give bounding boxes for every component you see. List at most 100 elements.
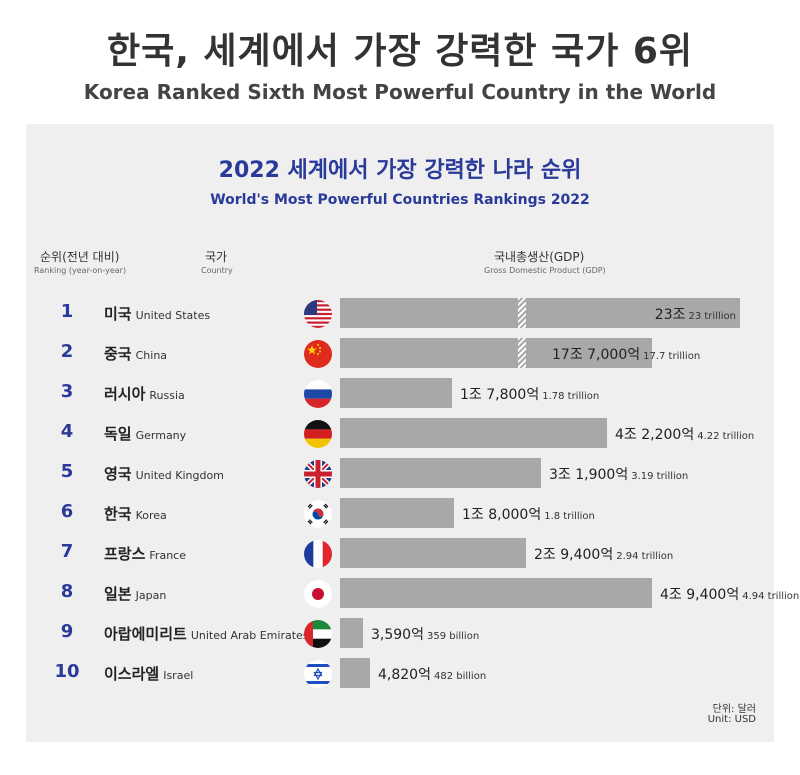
rank-number: 7 <box>60 541 74 562</box>
value-label-en: 1.78 trillion <box>542 391 600 402</box>
unit-label-en: Unit: USD <box>707 714 756 725</box>
gdp-bar <box>340 578 652 608</box>
axis-break-mark <box>518 338 526 368</box>
value-label-ko: 23조 <box>654 307 686 323</box>
country-name-en: Korea <box>135 509 167 522</box>
value-label: 23조 23 trillion <box>655 304 736 324</box>
value-label-ko: 3조 1,900억 <box>549 467 629 483</box>
value-label: 4조 9,400억 4.94 trillion <box>660 584 799 604</box>
france-flag-icon <box>304 540 332 568</box>
value-label-en: 17.7 trillion <box>643 351 701 362</box>
russia-flag-icon <box>304 380 332 408</box>
gdp-bar <box>340 378 452 408</box>
value-label-en: 4.22 trillion <box>697 431 755 442</box>
rank-number: 2 <box>60 341 74 362</box>
country-name: 아랍에미리트 United Arab Emirates <box>104 623 309 644</box>
country-name-en: Germany <box>135 429 187 442</box>
country-name: 프랑스 France <box>104 543 186 564</box>
gdp-bar <box>340 298 740 328</box>
value-label: 4,820억 482 billion <box>378 664 486 684</box>
country-name-ko: 이스라엘 <box>104 665 160 683</box>
value-label-ko: 4,820억 <box>378 667 431 683</box>
country-name-ko: 독일 <box>104 425 132 443</box>
rank-number: 6 <box>60 501 74 522</box>
country-name-en: China <box>135 349 168 362</box>
gdp-bar <box>340 418 607 448</box>
chart-title: 2022 세계에서 가장 강력한 나라 순위 <box>218 158 582 183</box>
country-name: 러시아 Russia <box>104 383 185 404</box>
unit-label: 단위: 달러 <box>712 704 756 715</box>
value-label-en: 4.94 trillion <box>742 591 800 602</box>
china-flag-icon <box>304 340 332 368</box>
rank-header-en: Ranking (year-on-year) <box>34 266 127 275</box>
value-label: 17조 7,000억 17.7 trillion <box>552 344 700 364</box>
value-label-en: 23 trillion <box>688 311 736 322</box>
value-label-en: 3.19 trillion <box>631 471 689 482</box>
country-name-ko: 아랍에미리트 <box>104 625 187 643</box>
country-name-ko: 중국 <box>104 345 132 363</box>
israel-flag-icon <box>304 660 332 688</box>
gdp-header-en: Gross Domestic Product (GDP) <box>484 266 606 275</box>
value-label-ko: 4조 9,400억 <box>660 587 740 603</box>
country-name: 중국 China <box>104 343 167 364</box>
gdp-bar <box>340 458 541 488</box>
country-name-en: United Arab Emirates <box>190 629 309 642</box>
germany-flag-icon <box>304 420 332 448</box>
country-name-en: France <box>149 549 186 562</box>
country-name-en: United Kingdom <box>135 469 224 482</box>
country-name: 미국 United States <box>104 303 210 324</box>
country-name-en: Russia <box>149 389 185 402</box>
value-label-ko: 2조 9,400억 <box>534 547 614 563</box>
value-label: 4조 2,200억 4.22 trillion <box>615 424 754 444</box>
country-name-en: United States <box>135 309 211 322</box>
country-name-ko: 프랑스 <box>104 545 146 563</box>
uk-flag-icon <box>304 460 332 488</box>
country-name: 이스라엘 Israel <box>104 663 193 684</box>
gdp-bar <box>340 538 526 568</box>
rank-number: 5 <box>60 461 74 482</box>
country-name: 영국 United Kingdom <box>104 463 224 484</box>
uae-flag-icon <box>304 620 332 648</box>
value-label-en: 2.94 trillion <box>616 551 674 562</box>
us-flag-icon <box>304 300 332 328</box>
country-name-ko: 미국 <box>104 305 132 323</box>
korea-flag-icon <box>304 500 332 528</box>
gdp-bar <box>340 618 363 648</box>
rank-number: 3 <box>60 381 74 402</box>
gdp-bar <box>340 658 370 688</box>
value-label-ko: 4조 2,200억 <box>615 427 695 443</box>
country-name-ko: 영국 <box>104 465 132 483</box>
value-label: 1조 7,800억 1.78 trillion <box>460 384 599 404</box>
value-label-ko: 17조 7,000억 <box>552 347 641 363</box>
axis-break-mark <box>518 298 526 328</box>
value-label: 3,590억 359 billion <box>371 624 479 644</box>
country-header-en: Country <box>201 266 233 275</box>
rank-number: 9 <box>60 621 74 642</box>
country-name-ko: 러시아 <box>104 385 146 403</box>
page-subtitle: Korea Ranked Sixth Most Powerful Country… <box>83 80 717 104</box>
chart-subtitle: World's Most Powerful Countries Rankings… <box>210 192 590 208</box>
japan-flag-icon <box>304 580 332 608</box>
rank-number: 8 <box>60 581 74 602</box>
rank-number: 10 <box>54 661 80 682</box>
rank-number: 4 <box>60 421 74 442</box>
gdp-bar <box>340 338 652 368</box>
value-label-en: 359 billion <box>426 631 480 642</box>
gdp-bar <box>340 498 454 528</box>
value-label: 1조 8,000억 1.8 trillion <box>462 504 595 524</box>
value-label-en: 1.8 trillion <box>544 511 595 522</box>
country-name: 독일 Germany <box>104 423 186 444</box>
page-title: 한국, 세계에서 가장 강력한 국가 6위 <box>106 31 694 72</box>
value-label-en: 482 billion <box>433 671 487 682</box>
value-label: 3조 1,900억 3.19 trillion <box>549 464 688 484</box>
rank-header: 순위(전년 대비) <box>40 250 120 264</box>
country-name-ko: 한국 <box>104 505 132 523</box>
value-label-ko: 1조 7,800억 <box>460 387 540 403</box>
country-header: 국가 <box>205 250 228 264</box>
value-label: 2조 9,400억 2.94 trillion <box>534 544 673 564</box>
country-name-en: Japan <box>135 589 167 602</box>
value-label-ko: 1조 8,000억 <box>462 507 542 523</box>
country-name-en: Israel <box>163 669 194 682</box>
country-name-ko: 일본 <box>104 585 132 603</box>
gdp-header: 국내총생산(GDP) <box>494 250 585 264</box>
